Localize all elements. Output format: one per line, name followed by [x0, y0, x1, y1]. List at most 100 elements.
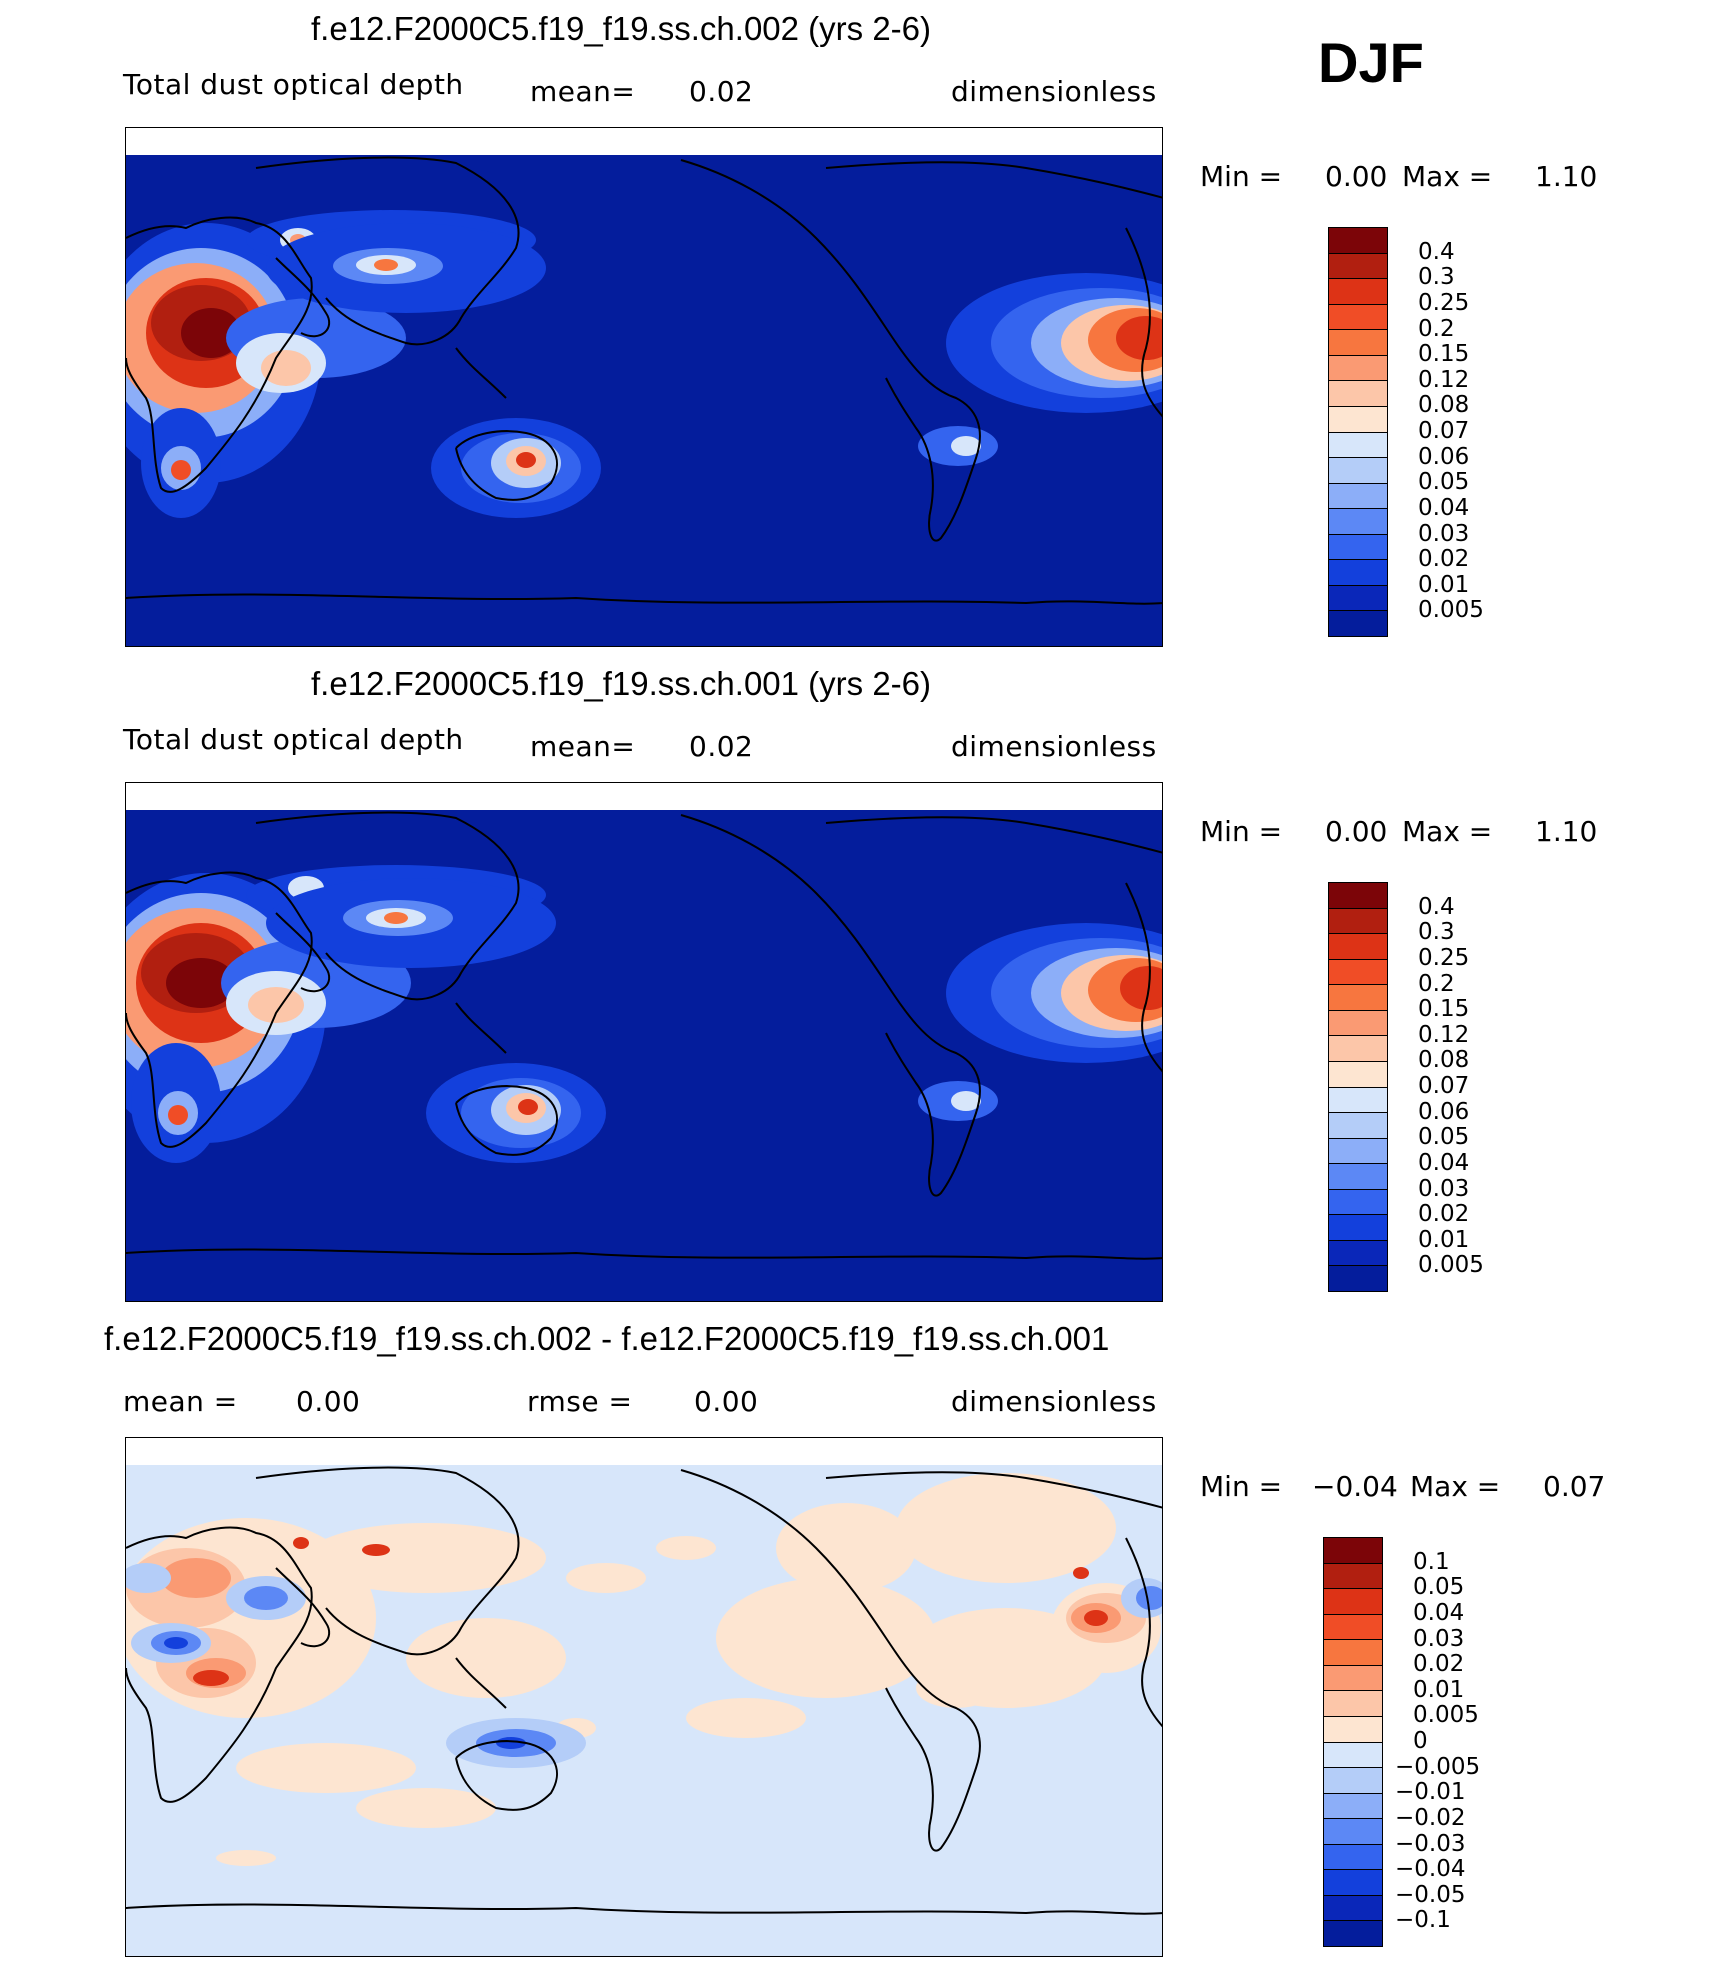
colorbar-tick-label: 0.3: [1418, 919, 1455, 946]
panel1-min-value: 0.00: [1325, 160, 1388, 193]
colorbar-swatch: [1324, 1768, 1382, 1794]
panel1-variable: Total dust optical depth: [123, 68, 464, 101]
colorbar-tick-label: 0.05: [1418, 1124, 1470, 1151]
colorbar-swatch: [1329, 1113, 1387, 1139]
colorbar-swatch: [1329, 1138, 1387, 1165]
colorbar-tick-label: 0.05: [1413, 1574, 1465, 1601]
panel2-variable: Total dust optical depth: [123, 723, 464, 756]
colorbar-tick-label: 0.2: [1418, 970, 1455, 997]
colorbar-swatch: [1329, 228, 1387, 254]
colorbar-swatch: [1329, 253, 1387, 280]
colorbar-swatch: [1329, 1164, 1387, 1190]
panel2-min-value: 0.00: [1325, 815, 1388, 848]
colorbar-tick-label: 0.005: [1418, 597, 1484, 624]
colorbar-tick-label: −0.01: [1395, 1779, 1466, 1806]
colorbar-swatch: [1329, 406, 1387, 433]
panel3-coastlines: [126, 1466, 1162, 1915]
colorbar-tick-label: 0.4: [1418, 893, 1455, 920]
colorbar-tick-label: 0: [1413, 1728, 1428, 1754]
colorbar-tick-label: 0.04: [1413, 1599, 1465, 1626]
colorbar-swatch: [1329, 1061, 1387, 1088]
colorbar-swatch: [1329, 483, 1387, 510]
colorbar-swatch: [1324, 1614, 1382, 1641]
panel3-min-label: Min =: [1200, 1470, 1283, 1503]
panel3-title: f.e12.F2000C5.f19_f19.ss.ch.002 - f.e12.…: [104, 1320, 1110, 1357]
colorbar-swatch: [1329, 1010, 1387, 1037]
panel2-max-label: Max =: [1402, 815, 1493, 848]
colorbar-swatch: [1324, 1895, 1382, 1922]
panel2-field: [126, 810, 1162, 1301]
colorbar-swatch: [1329, 458, 1387, 484]
colorbar-swatch: [1329, 1036, 1387, 1062]
colorbar-swatch: [1329, 355, 1387, 382]
panel1-coastlines: [126, 156, 1162, 605]
colorbar-tick-label: −0.04: [1395, 1856, 1466, 1883]
colorbar-tick-label: −0.1: [1395, 1907, 1451, 1934]
season-label: DJF: [1318, 31, 1424, 94]
colorbar-swatch: [1329, 959, 1387, 986]
panel2-coastlines: [126, 811, 1162, 1260]
colorbar-swatch: [1324, 1538, 1382, 1564]
panel3-map: [125, 1437, 1163, 1957]
colorbar-swatch: [1324, 1793, 1382, 1820]
colorbar-swatch: [1324, 1589, 1382, 1615]
colorbar-tick-label: 0.04: [1418, 1149, 1470, 1176]
colorbar-swatch: [1329, 534, 1387, 561]
colorbar-swatch: [1324, 1921, 1382, 1946]
colorbar-swatch: [1329, 509, 1387, 535]
colorbar-tick-label: 0.005: [1418, 1252, 1484, 1279]
panel1-colorbar: [1328, 227, 1388, 637]
colorbar-swatch: [1329, 381, 1387, 407]
colorbar-tick-label: 0.15: [1418, 341, 1470, 368]
panel3-rmse-value: 0.00: [694, 1385, 759, 1418]
colorbar-swatch: [1329, 1266, 1387, 1291]
colorbar-swatch: [1324, 1640, 1382, 1666]
colorbar-swatch: [1329, 985, 1387, 1011]
panel1-title: f.e12.F2000C5.f19_f19.ss.ch.002 (yrs 2-6…: [311, 10, 932, 47]
panel2-colorbar-labels: 0.4 0.3 0.25 0.2 0.15 0.12 0.08 0.07 0.06 0.05 0.0…: [1400, 882, 1484, 1292]
colorbar-tick-label: 0.03: [1413, 1625, 1465, 1652]
panel1-mean-value: 0.02: [689, 75, 754, 108]
panel1-units: dimensionless: [951, 75, 1157, 108]
panel2-colorbar: [1328, 882, 1388, 1292]
colorbar-tick-label: 0.02: [1418, 546, 1470, 573]
panel3-colorbar-labels: 0.1 0.05 0.04 0.03 0.02 0.01 0.005 0 −0.005 −0.01…: [1395, 1537, 1495, 1947]
colorbar-tick-label: 0.12: [1418, 1021, 1470, 1048]
colorbar-tick-label: −0.02: [1395, 1804, 1466, 1831]
colorbar-tick-label: 0.005: [1413, 1702, 1479, 1729]
panel3-rmse-label: rmse =: [527, 1385, 633, 1418]
colorbar-swatch: [1329, 432, 1387, 459]
colorbar-tick-label: 0.08: [1418, 1047, 1470, 1074]
colorbar-swatch: [1324, 1716, 1382, 1743]
colorbar-tick-label: 0.3: [1418, 264, 1455, 291]
panel1-field: [126, 155, 1162, 646]
panel1-mean-label: mean=: [530, 75, 636, 108]
colorbar-swatch: [1329, 934, 1387, 960]
colorbar-tick-label: 0.01: [1413, 1676, 1465, 1703]
colorbar-tick-label: 0.1: [1413, 1548, 1450, 1575]
panel1-map: [125, 127, 1163, 647]
colorbar-swatch: [1324, 1844, 1382, 1871]
panel2-min-label: Min =: [1200, 815, 1283, 848]
panel3-max-value: 0.07: [1543, 1470, 1606, 1503]
panel3-min-value: −0.04: [1312, 1470, 1398, 1503]
colorbar-swatch: [1329, 560, 1387, 586]
panel2-max-value: 1.10: [1535, 815, 1598, 848]
colorbar-swatch: [1324, 1819, 1382, 1845]
colorbar-tick-label: 0.07: [1418, 1073, 1470, 1099]
panel3-units: dimensionless: [951, 1385, 1157, 1418]
colorbar-tick-label: 0.25: [1418, 289, 1470, 316]
colorbar-tick-label: −0.005: [1395, 1753, 1481, 1780]
colorbar-swatch: [1329, 304, 1387, 331]
colorbar-tick-label: 0.03: [1418, 1175, 1470, 1202]
colorbar-swatch: [1329, 883, 1387, 909]
colorbar-swatch: [1329, 611, 1387, 636]
colorbar-swatch: [1329, 585, 1387, 612]
colorbar-tick-label: 0.06: [1418, 443, 1470, 470]
panel2-title: f.e12.F2000C5.f19_f19.ss.ch.001 (yrs 2-6…: [311, 665, 932, 702]
panel1-min-label: Min =: [1200, 160, 1283, 193]
colorbar-tick-label: 0.15: [1418, 996, 1470, 1023]
panel2-mean-value: 0.02: [689, 730, 754, 763]
colorbar-tick-label: 0.25: [1418, 944, 1470, 971]
panel2-map: [125, 782, 1163, 1302]
